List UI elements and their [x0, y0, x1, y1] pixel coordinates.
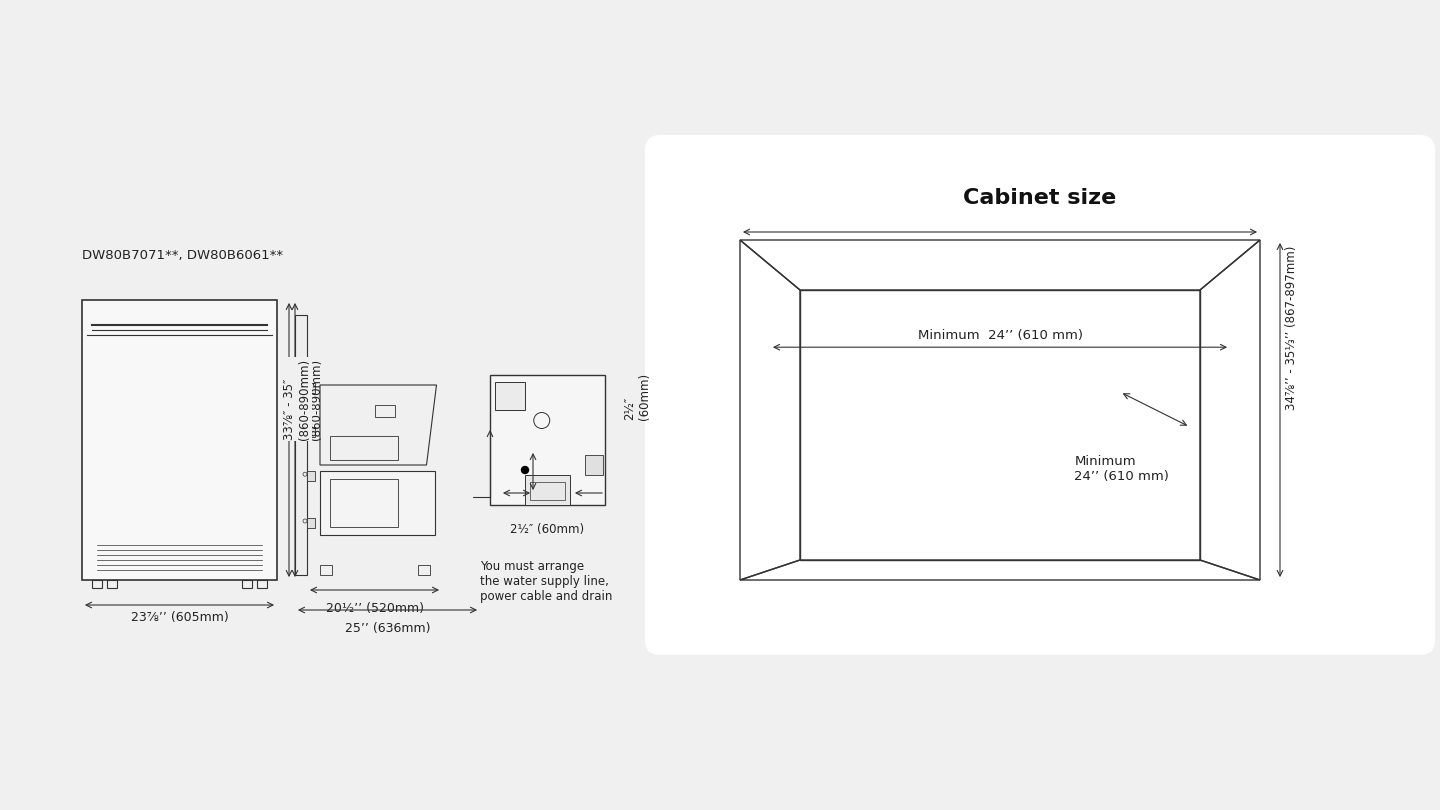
Bar [256, 580, 266, 588]
Text: You must arrange
the water supply line,
power cable and drain: You must arrange the water supply line, … [480, 560, 612, 603]
Bar [82, 300, 276, 580]
Bar [526, 475, 570, 505]
FancyBboxPatch shape [645, 135, 1436, 655]
Bar [92, 580, 102, 588]
Text: Cabinet size: Cabinet size [963, 188, 1116, 208]
Bar [320, 471, 435, 535]
Text: Minimum  24’’ (610 mm): Minimum 24’’ (610 mm) [917, 329, 1083, 342]
Text: 20½’’ (520mm): 20½’’ (520mm) [325, 602, 423, 615]
Bar [530, 482, 564, 500]
Bar [374, 405, 395, 417]
Bar [418, 565, 429, 575]
Text: 2½″
(60mm): 2½″ (60mm) [624, 373, 651, 420]
Bar [307, 518, 315, 528]
Bar [330, 436, 397, 460]
Text: DW80B7071**, DW80B6061**: DW80B7071**, DW80B6061** [82, 249, 284, 262]
Polygon shape [320, 385, 436, 465]
Text: 34⅞’’ - 35⅓’’ (867-897mm): 34⅞’’ - 35⅓’’ (867-897mm) [1286, 245, 1299, 410]
Bar [107, 580, 117, 588]
Circle shape [521, 467, 528, 474]
Text: 23⅞’’ (605mm): 23⅞’’ (605mm) [131, 611, 229, 624]
Text: 25’’ (636mm): 25’’ (636mm) [344, 622, 431, 635]
Bar [307, 383, 315, 393]
Bar [585, 455, 603, 475]
Text: 33⅞″ - 35″
(860-890mm): 33⅞″ - 35″ (860-890mm) [295, 359, 323, 440]
Bar [330, 479, 397, 527]
Bar [495, 382, 526, 410]
Text: 33⅞″ - 35″
(860-890mm): 33⅞″ - 35″ (860-890mm) [284, 359, 311, 440]
Bar [307, 471, 315, 481]
Bar [320, 565, 333, 575]
Bar [295, 315, 307, 575]
Text: 2½″ (60mm): 2½″ (60mm) [510, 523, 585, 536]
Bar [307, 427, 315, 437]
Bar [242, 580, 252, 588]
Bar [490, 375, 605, 505]
Text: Minimum
24’’ (610 mm): Minimum 24’’ (610 mm) [1074, 454, 1169, 483]
